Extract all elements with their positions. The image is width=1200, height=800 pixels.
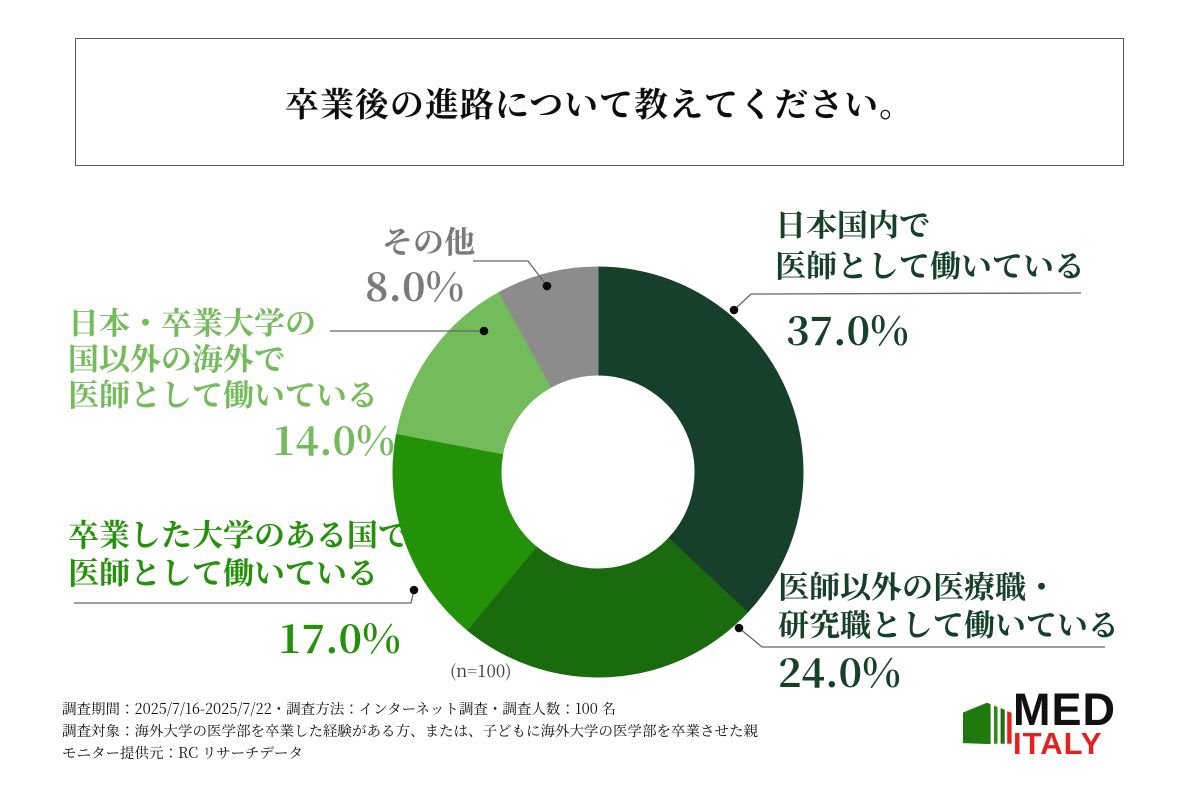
svg-text:ITALY: ITALY	[1013, 726, 1102, 761]
